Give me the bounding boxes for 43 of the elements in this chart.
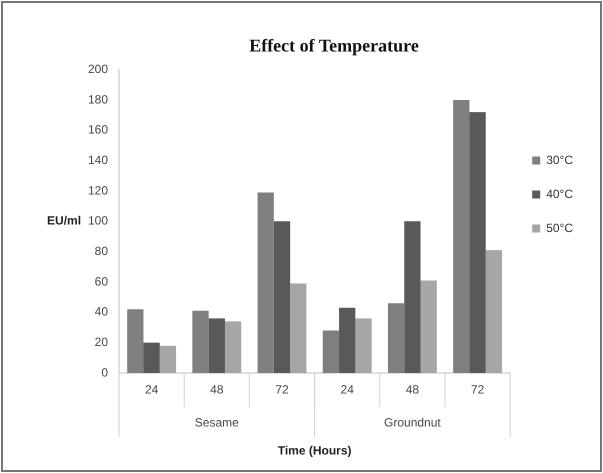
bar — [192, 310, 209, 373]
y-tick-label: 160 — [88, 122, 108, 137]
bar — [274, 221, 290, 373]
y-tick-label: 140 — [88, 152, 108, 167]
bar — [404, 221, 421, 373]
y-axis-title: EU/ml — [47, 214, 82, 228]
bar — [143, 342, 160, 373]
text: Groundnut — [384, 415, 442, 430]
y-tick-label: 80 — [94, 244, 108, 258]
text: Sesame — [194, 415, 240, 430]
bar — [208, 318, 225, 373]
legend-label: 50°C — [546, 220, 574, 235]
bar — [469, 112, 486, 373]
bar — [322, 330, 340, 373]
y-tick-label: 60 — [94, 274, 108, 288]
y-tick-label: 40 — [94, 304, 108, 319]
bar — [453, 100, 470, 373]
x-tick-label: 48 — [210, 382, 224, 396]
x-axis-title: Time (Hours) — [278, 443, 352, 458]
legend-label: 30°C — [546, 152, 574, 167]
y-tick-label: 100 — [88, 214, 108, 228]
bar — [160, 346, 176, 373]
y-tick-label: 200 — [88, 62, 108, 76]
legend-label: 40°C — [546, 186, 574, 201]
bar — [420, 280, 437, 373]
bar — [339, 308, 356, 373]
y-tick-label: 20 — [94, 334, 108, 349]
bar — [127, 309, 144, 373]
chart-title: Effect of Temperature — [249, 35, 419, 56]
x-tick-label: 72 — [470, 382, 485, 396]
bar — [388, 303, 404, 373]
y-tick-label: 0 — [101, 365, 108, 380]
bar — [355, 318, 372, 373]
x-tick-label: 48 — [406, 382, 420, 396]
x-tick-label: 24 — [340, 382, 354, 396]
bar — [224, 321, 242, 373]
x-tick-label: 24 — [144, 382, 159, 396]
bar — [486, 250, 502, 373]
x-tick-label: 72 — [275, 382, 289, 396]
y-tick-label: 120 — [88, 183, 108, 198]
bar — [258, 192, 274, 373]
bar — [290, 283, 306, 373]
y-tick-label: 180 — [88, 92, 108, 106]
